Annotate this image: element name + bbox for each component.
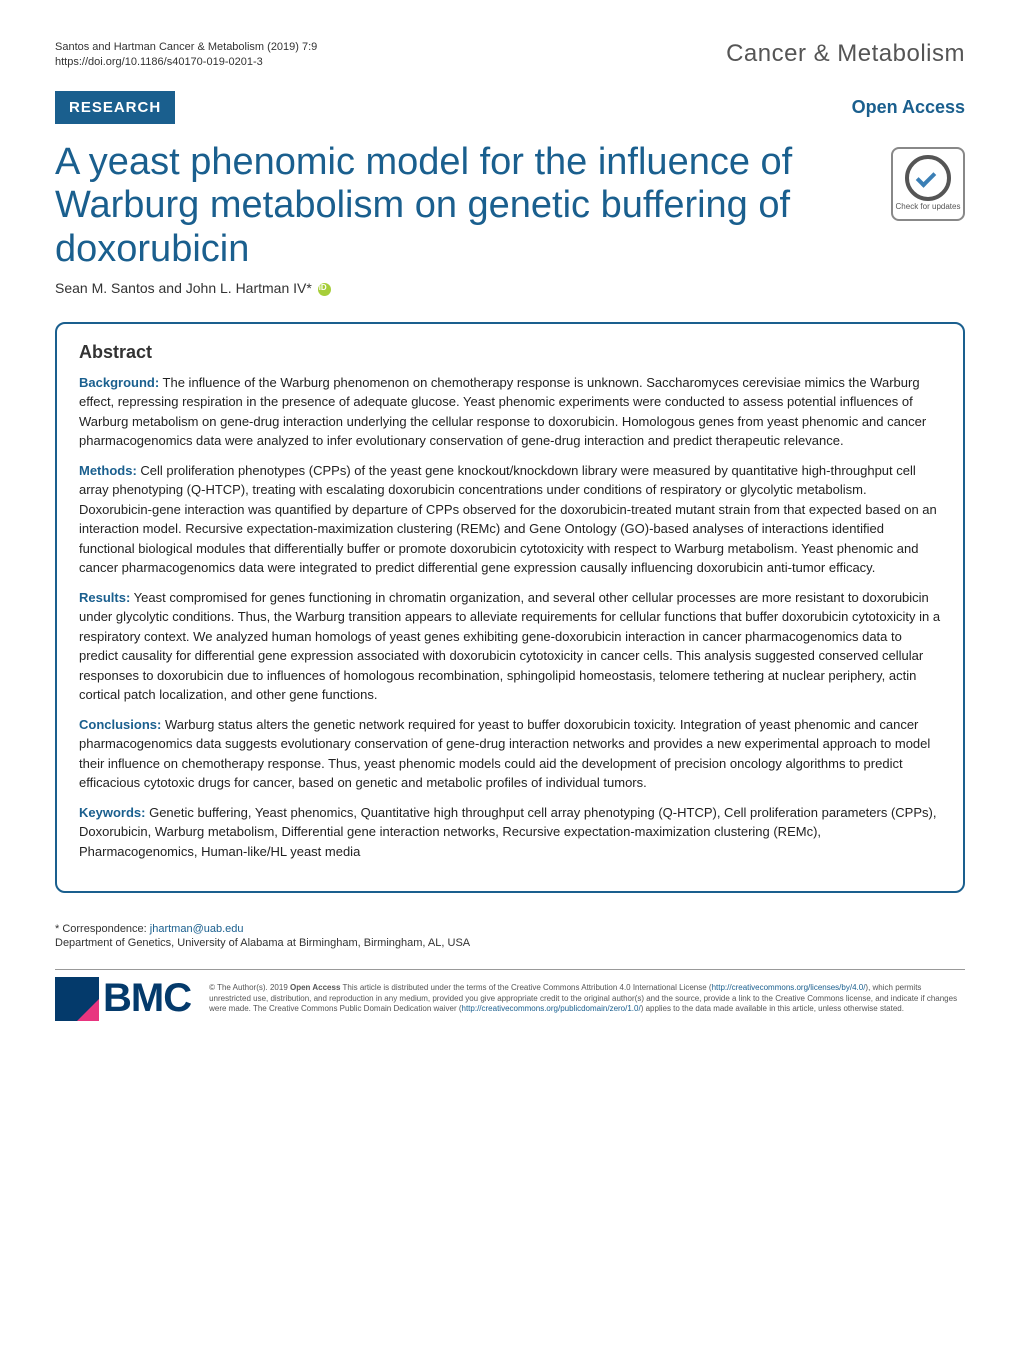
orcid-icon[interactable] (318, 283, 331, 296)
running-header: Santos and Hartman Cancer & Metabolism (… (55, 40, 965, 71)
correspondence-email[interactable]: jhartman@uab.edu (150, 923, 244, 935)
abstract-conclusions: Conclusions: Warburg status alters the g… (79, 715, 941, 793)
results-label: Results: (79, 590, 130, 605)
crossmark-badge[interactable]: Check for updates (891, 147, 965, 221)
citation-header: Santos and Hartman Cancer & Metabolism (… (55, 40, 317, 71)
footer-row: BMC © The Author(s). 2019 Open Access Th… (55, 976, 965, 1021)
doi-line: https://doi.org/10.1186/s40170-019-0201-… (55, 55, 317, 70)
conclusions-text: Warburg status alters the genetic networ… (79, 717, 930, 791)
abstract-results: Results: Yeast compromised for genes fun… (79, 588, 941, 705)
correspondence-label: * Correspondence: (55, 923, 150, 935)
background-text: The influence of the Warburg phenomenon … (79, 375, 926, 449)
license-prefix: © The Author(s). 2019 (209, 983, 290, 992)
bmc-triangle-icon (77, 999, 99, 1021)
journal-name: Cancer & Metabolism (726, 40, 965, 68)
affiliation-line: Department of Genetics, University of Al… (55, 937, 965, 949)
results-text: Yeast compromised for genes functioning … (79, 590, 940, 703)
correspondence-line: * Correspondence: jhartman@uab.edu (55, 923, 965, 935)
citation-line: Santos and Hartman Cancer & Metabolism (… (55, 40, 317, 55)
bmc-text: BMC (103, 976, 191, 1021)
footer-separator (55, 969, 965, 970)
license-body-1: This article is distributed under the te… (340, 983, 711, 992)
license-link-1[interactable]: http://creativecommons.org/licenses/by/4… (712, 983, 866, 992)
authors-line: Sean M. Santos and John L. Hartman IV* (55, 280, 965, 296)
license-text: © The Author(s). 2019 Open Access This a… (209, 983, 965, 1014)
keywords-text: Genetic buffering, Yeast phenomics, Quan… (79, 805, 936, 859)
abstract-keywords: Keywords: Genetic buffering, Yeast pheno… (79, 803, 941, 862)
abstract-methods: Methods: Cell proliferation phenotypes (… (79, 461, 941, 578)
background-label: Background: (79, 375, 159, 390)
authors-text: Sean M. Santos and John L. Hartman IV* (55, 280, 312, 296)
bmc-logo: BMC (55, 976, 191, 1021)
methods-text: Cell proliferation phenotypes (CPPs) of … (79, 463, 937, 576)
license-open-access: Open Access (290, 983, 340, 992)
article-title: A yeast phenomic model for the influence… (55, 141, 876, 272)
page-container: Santos and Hartman Cancer & Metabolism (… (0, 0, 1020, 1051)
license-link-2[interactable]: http://creativecommons.org/publicdomain/… (462, 1004, 641, 1013)
open-access-label: Open Access (852, 97, 965, 118)
abstract-box: Abstract Background: The influence of th… (55, 322, 965, 894)
keywords-label: Keywords: (79, 805, 145, 820)
badge-row: RESEARCH Open Access (55, 91, 965, 124)
crossmark-label: Check for updates (896, 203, 961, 212)
conclusions-label: Conclusions: (79, 717, 161, 732)
crossmark-icon (905, 155, 951, 201)
title-row: A yeast phenomic model for the influence… (55, 129, 965, 280)
abstract-heading: Abstract (79, 342, 941, 363)
research-badge: RESEARCH (55, 91, 175, 124)
license-body-3: ) applies to the data made available in … (641, 1004, 904, 1013)
methods-label: Methods: (79, 463, 137, 478)
bmc-square-icon (55, 977, 99, 1021)
abstract-background: Background: The influence of the Warburg… (79, 373, 941, 451)
